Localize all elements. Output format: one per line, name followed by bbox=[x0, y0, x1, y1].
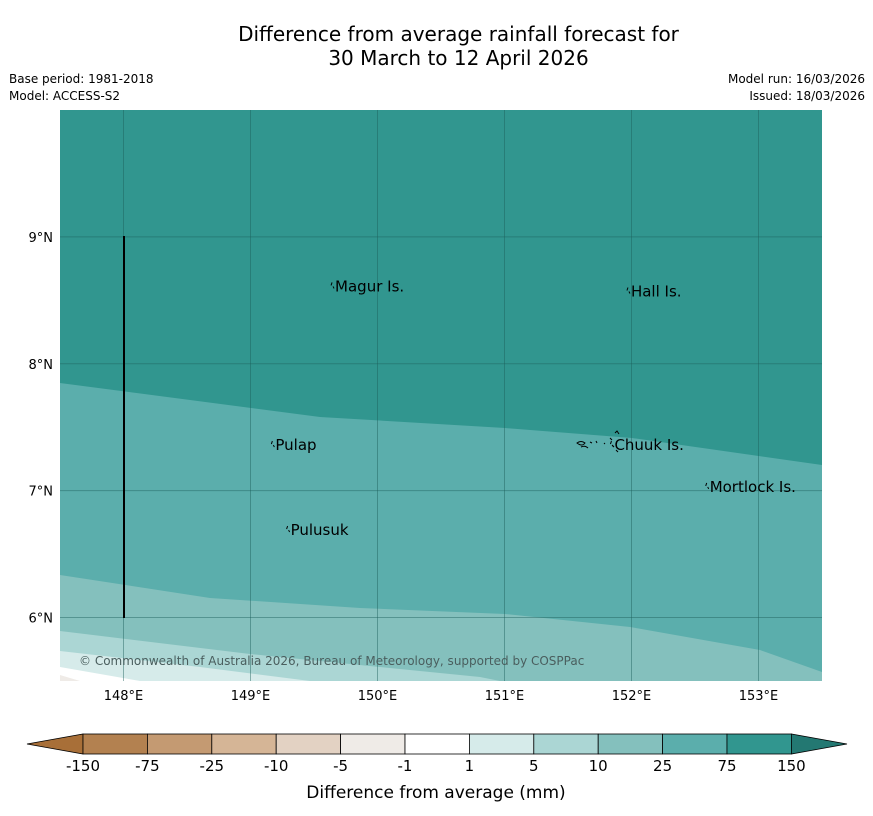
island-marker bbox=[609, 440, 614, 448]
x-tick-label: 149°E bbox=[231, 689, 271, 704]
colorbar-bin bbox=[340, 733, 406, 755]
colorbar-bin bbox=[146, 733, 213, 755]
place-labels: Magur Is. Hall Is. Pulap Chuuk Is. Mortlock … bbox=[270, 277, 796, 539]
colorbar-tick-label: 10 bbox=[589, 757, 608, 775]
issued-label: Issued: 18/03/2026 bbox=[749, 89, 865, 103]
colorbar-tick-label: -5 bbox=[333, 757, 348, 775]
model-run-label: Model run: 16/03/2026 bbox=[727, 72, 865, 86]
colorbar-tick-label: -25 bbox=[200, 757, 225, 775]
colorbar-extend-high bbox=[791, 733, 848, 755]
colorbar-tick-label: 150 bbox=[777, 757, 806, 775]
island-marker bbox=[705, 482, 710, 490]
colorbar-bin bbox=[211, 733, 277, 755]
place-label: Magur Is. bbox=[335, 277, 404, 295]
field-1-5 bbox=[60, 651, 310, 681]
chart-title: Difference from average rainfall forecas… bbox=[0, 22, 873, 70]
copyright-notice: © Commonwealth of Australia 2026, Bureau… bbox=[79, 654, 584, 668]
meta-right: Model run: 16/03/2026 Issued: 18/03/2026 bbox=[728, 71, 865, 105]
x-tick-label: 152°E bbox=[612, 689, 652, 704]
x-tick-label: 148°E bbox=[104, 689, 144, 704]
colorbar-tick-label: -150 bbox=[66, 757, 100, 775]
x-tick-label: 153°E bbox=[739, 689, 779, 704]
y-tick-label: 9°N bbox=[29, 231, 54, 246]
field-neutral bbox=[60, 667, 140, 681]
field-neg-1-5 bbox=[60, 675, 80, 681]
y-axis-ticks: 6°N 7°N 8°N 9°N bbox=[29, 231, 54, 627]
colorbar-tick-label: 5 bbox=[529, 757, 539, 775]
colorbar-title: Difference from average (mm) bbox=[306, 783, 565, 803]
island-marker bbox=[286, 525, 291, 533]
island-marker bbox=[330, 282, 335, 289]
base-period-label: Base period: 1981-2018 bbox=[9, 72, 154, 86]
colorbar-bin bbox=[404, 733, 470, 755]
colorbar-bin bbox=[597, 733, 664, 755]
rainfall-anomaly-fields bbox=[60, 110, 822, 681]
colorbar-extend-low bbox=[26, 733, 84, 755]
place-label: Pulap bbox=[275, 436, 316, 454]
colorbar-tick-label: 25 bbox=[653, 757, 672, 775]
colorbar-bin bbox=[662, 733, 728, 755]
place-label: Mortlock Is. bbox=[710, 478, 796, 496]
colorbar-bin bbox=[82, 733, 148, 755]
x-axis-ticks: 148°E 149°E 150°E 151°E 152°E 153°E bbox=[104, 689, 779, 704]
colorbar-bin bbox=[726, 733, 792, 755]
place-label: Pulusuk bbox=[291, 521, 349, 539]
colorbar-bin bbox=[275, 733, 342, 755]
title-line-2: 30 March to 12 April 2026 bbox=[328, 46, 589, 70]
island-marker bbox=[626, 287, 631, 294]
colorbar: -150 -75 -25 -10 -5 -1 1 5 10 25 75 150 bbox=[26, 733, 848, 775]
y-tick-label: 6°N bbox=[29, 612, 54, 627]
colorbar-tick-label: 1 bbox=[465, 757, 475, 775]
place-label: Chuuk Is. bbox=[614, 436, 683, 454]
x-tick-label: 151°E bbox=[485, 689, 525, 704]
meta-left: Base period: 1981-2018 Model: ACCESS-S2 bbox=[9, 71, 154, 105]
place-label: Hall Is. bbox=[631, 283, 682, 301]
colorbar-tick-label: -75 bbox=[135, 757, 160, 775]
x-tick-label: 150°E bbox=[358, 689, 398, 704]
gridlines bbox=[60, 110, 822, 681]
colorbar-bin bbox=[468, 733, 535, 755]
island-marker bbox=[270, 440, 275, 448]
y-tick-label: 8°N bbox=[29, 358, 54, 373]
colorbar-tick-label: -10 bbox=[264, 757, 289, 775]
colorbar-tick-label: -1 bbox=[398, 757, 413, 775]
y-tick-label: 7°N bbox=[29, 485, 54, 500]
colorbar-bin bbox=[533, 733, 599, 755]
model-label: Model: ACCESS-S2 bbox=[9, 89, 121, 103]
colorbar-tick-label: 75 bbox=[717, 757, 736, 775]
title-line-1: Difference from average rainfall forecas… bbox=[238, 22, 679, 46]
